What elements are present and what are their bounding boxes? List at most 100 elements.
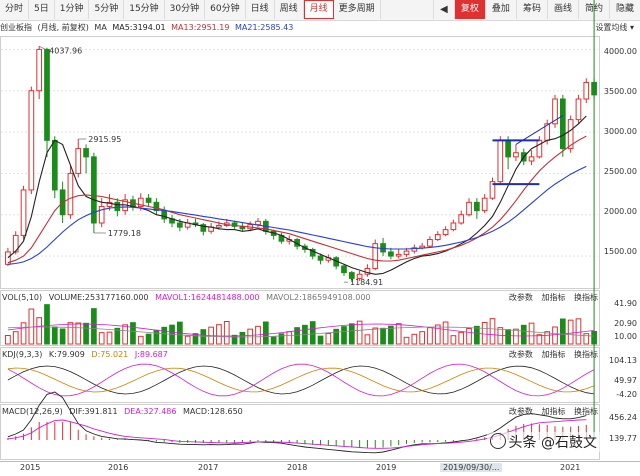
- tab-8[interactable]: 周线: [275, 0, 304, 19]
- tab-7[interactable]: 日线: [246, 0, 275, 19]
- macd-dea: DEA:327.486: [124, 407, 177, 416]
- candle-body: [98, 205, 105, 224]
- ma-line-ma13: [7, 135, 587, 264]
- vol-tick: 20.90: [614, 319, 637, 328]
- tab-9[interactable]: 月线: [303, 0, 334, 19]
- volume-bar: [161, 326, 168, 345]
- tab-5[interactable]: 30分钟: [165, 0, 206, 19]
- volume-bar: [333, 328, 340, 345]
- period-tabs: 分时 5日 1分钟 5分钟 15分钟 30分钟 60分钟 日线 周线 月线 更多周期: [0, 0, 381, 20]
- kdj-d-line: [7, 367, 595, 393]
- yincang-button[interactable]: 隐藏: [608, 0, 640, 19]
- kdj-add-button[interactable]: 加指标: [541, 350, 566, 359]
- vol-param-button[interactable]: 改参数: [508, 293, 533, 302]
- volume-bar: [239, 332, 246, 345]
- tab-0[interactable]: 分时: [0, 0, 30, 19]
- candle-body: [481, 197, 488, 212]
- volume-bar: [114, 327, 121, 345]
- main-panel-frame: [0, 36, 600, 289]
- volume-bar: [427, 327, 433, 345]
- vol-switch-button[interactable]: 换指标: [574, 293, 598, 302]
- price-tick: 4000.00: [603, 47, 637, 56]
- tab-6[interactable]: 60分钟: [205, 0, 246, 19]
- volume-bar: [106, 331, 113, 345]
- volume-bar: [489, 318, 496, 345]
- volume-bar: [286, 331, 293, 345]
- macd-switch-button[interactable]: 换指标: [574, 407, 598, 416]
- macd-add-button[interactable]: 加指标: [541, 407, 566, 416]
- macd-param-button[interactable]: 改参数: [508, 407, 533, 416]
- volume-bar: [348, 323, 355, 345]
- volume-bar: [544, 331, 551, 345]
- volume-bar: [130, 322, 136, 345]
- candle-body: [513, 152, 519, 158]
- volume-bar: [552, 326, 558, 345]
- candle-body: [528, 156, 535, 162]
- candle-body: [137, 197, 144, 207]
- kdj-j-line: [7, 363, 595, 397]
- volume-bar: [567, 319, 574, 345]
- year-label: 2021: [560, 463, 581, 472]
- diejia-button[interactable]: 叠加: [484, 0, 516, 19]
- macd-buttons: 改参数 加指标 换指标: [503, 406, 598, 418]
- tab-10[interactable]: 更多周期: [334, 0, 381, 19]
- candle-body: [348, 272, 355, 279]
- volume-bar: [192, 333, 199, 345]
- watermark-logo-icon: [489, 433, 506, 449]
- mavol2-line: [7, 326, 595, 338]
- candle-body: [434, 234, 441, 241]
- candle-body: [67, 172, 74, 216]
- volume-bar: [474, 325, 480, 345]
- tab-3[interactable]: 5分钟: [89, 0, 125, 19]
- kdj-j: J:89.687: [134, 350, 168, 359]
- volume-bar: [98, 332, 105, 345]
- high-label-leader: [39, 45, 48, 51]
- ma-line-ma21: [7, 165, 587, 265]
- main-info: 创业板指 (月线, 前复权) MA MA5:3194.01 MA13:2951.…: [0, 21, 296, 35]
- kdj-switch-button[interactable]: 换指标: [574, 350, 598, 359]
- volume-bar: [325, 333, 332, 345]
- chouma-button[interactable]: 筹码: [515, 0, 547, 19]
- volume-bar: [200, 329, 207, 345]
- volume-bar: [380, 327, 386, 345]
- candle-body: [28, 90, 35, 191]
- vol-mavol1: MAVOL1:1624481488.000: [155, 293, 260, 302]
- settings-button[interactable]: 设置均线 ▾: [595, 21, 634, 35]
- vol-volume: VOLUME:253177160.000: [48, 293, 149, 302]
- vol-add-button[interactable]: 加指标: [541, 293, 566, 302]
- prev-icon[interactable]: ◀: [432, 0, 454, 19]
- macd-label: MACD(12,26,9): [2, 407, 63, 416]
- candle-body: [91, 156, 97, 224]
- macd-info: MACD(12,26,9) DIF:391.811 DEA:327.486 MA…: [2, 406, 247, 418]
- tab-4[interactable]: 15分钟: [124, 0, 165, 19]
- trend-line: [515, 115, 564, 145]
- candle-body: [395, 253, 402, 257]
- candle-body: [474, 201, 480, 212]
- fuquan-button[interactable]: 复权: [453, 0, 485, 19]
- volume-bar: [231, 334, 238, 345]
- volume-bar: [536, 334, 543, 345]
- volume-bar: [294, 327, 300, 345]
- candle-body: [380, 243, 386, 253]
- vol-panel-frame: [0, 290, 600, 346]
- macd-dif: DIF:391.811: [69, 407, 118, 416]
- settings-label: 设置均线: [595, 23, 628, 32]
- volume-bar: [575, 318, 582, 345]
- price-tick: 3500.00: [603, 87, 637, 96]
- vol-mavol2: MAVOL2:1865949108.000: [266, 293, 371, 302]
- tab-2[interactable]: 1分钟: [55, 0, 90, 19]
- date-marker: 2019/09/30/...: [440, 463, 503, 472]
- vol-info: VOL(5,10) VOLUME:253177160.000 MAVOL1:16…: [2, 292, 375, 304]
- candle-body: [505, 139, 511, 158]
- volume-bar: [442, 321, 449, 345]
- volume-bar: [44, 304, 50, 345]
- candle-body: [403, 250, 410, 255]
- candle-body: [388, 251, 394, 257]
- huaxian-button[interactable]: 画线: [546, 0, 578, 19]
- kdj-param-button[interactable]: 改参数: [508, 350, 533, 359]
- volume-bar: [223, 321, 230, 345]
- vol-tick: 10.00: [614, 332, 637, 341]
- ma-line-ma5: [7, 115, 587, 275]
- tab-1[interactable]: 5日: [29, 0, 55, 19]
- volume-bar: [12, 331, 19, 345]
